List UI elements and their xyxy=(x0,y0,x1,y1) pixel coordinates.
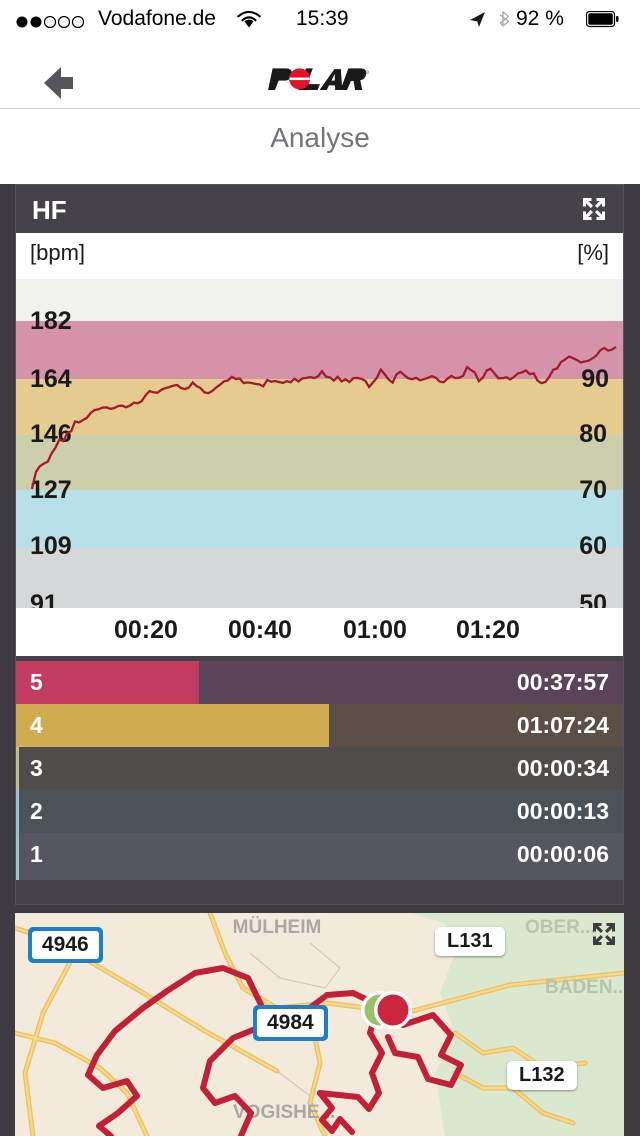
svg-text:MÜLHEIM: MÜLHEIM xyxy=(233,917,322,938)
svg-text:BADEN...: BADEN... xyxy=(545,977,624,998)
svg-text:OBER...: OBER... xyxy=(525,917,596,938)
